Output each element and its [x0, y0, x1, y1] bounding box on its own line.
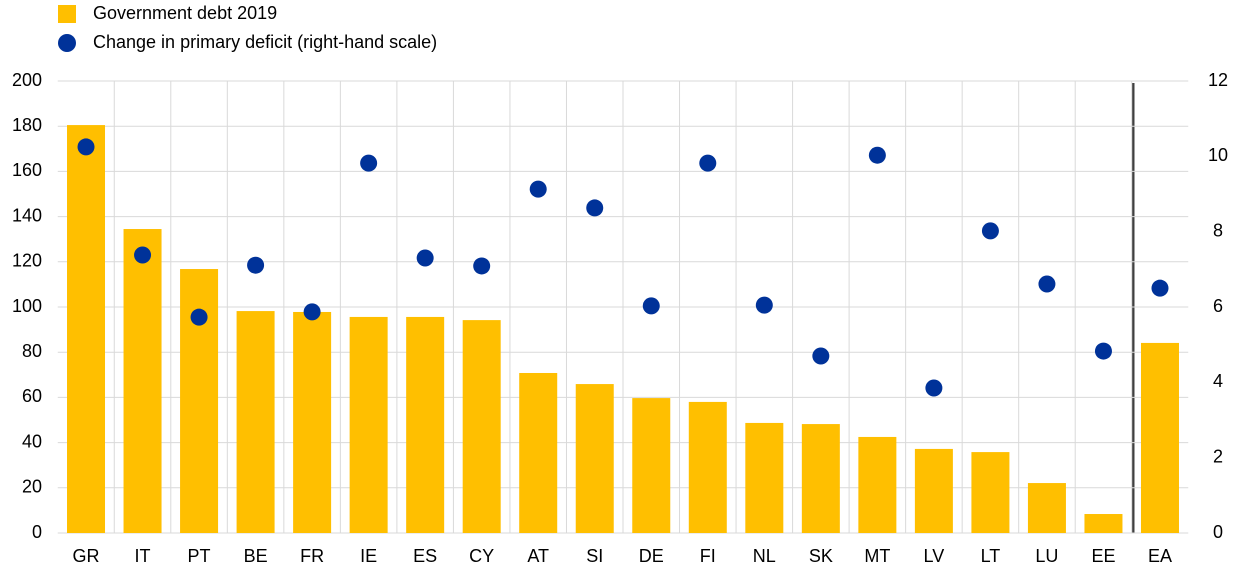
dot: [981, 222, 999, 240]
legend-label: Government debt 2019: [93, 3, 277, 23]
dot: [812, 347, 830, 365]
bar: [971, 452, 1010, 533]
bar: [1140, 342, 1179, 533]
dot: [1151, 279, 1169, 297]
x-tick-label: LV: [924, 546, 945, 566]
dot: [586, 199, 604, 217]
x-tick-label: IT: [135, 546, 151, 566]
x-tick-label: LU: [1035, 546, 1058, 566]
legend-swatch: [58, 5, 76, 23]
bar: [914, 448, 953, 533]
dot: [642, 297, 660, 315]
y-tick-label: 160: [12, 160, 42, 180]
bar: [688, 401, 727, 533]
dot: [529, 180, 547, 198]
x-tick-label: FI: [700, 546, 716, 566]
dot: [134, 246, 152, 264]
dot: [699, 154, 717, 172]
dot: [416, 249, 434, 267]
x-tick-label: DE: [639, 546, 664, 566]
bar: [801, 424, 840, 533]
y-tick-label: 0: [32, 522, 42, 542]
bar: [745, 422, 784, 533]
dot: [1038, 275, 1056, 293]
y-tick-label: 200: [12, 70, 42, 90]
bar: [575, 384, 614, 533]
bar: [462, 320, 501, 533]
dot: [303, 303, 321, 321]
y-tick-label: 20: [22, 477, 42, 497]
y-tick-label: 180: [12, 115, 42, 135]
bar: [519, 372, 558, 533]
dot: [755, 296, 773, 314]
y2-tick-label: 8: [1213, 220, 1223, 240]
x-tick-label: IE: [360, 546, 377, 566]
y2-tick-label: 0: [1213, 522, 1223, 542]
x-tick-label: EA: [1148, 546, 1172, 566]
dot: [925, 379, 943, 397]
bar: [1084, 514, 1123, 533]
y-tick-label: 140: [12, 205, 42, 225]
x-tick-label: AT: [527, 546, 549, 566]
legend-label: Change in primary deficit (right-hand sc…: [93, 32, 437, 52]
x-tick-label: FR: [300, 546, 324, 566]
x-tick-label: EE: [1091, 546, 1115, 566]
y-tick-label: 80: [22, 341, 42, 361]
y-tick-label: 120: [12, 251, 42, 271]
dot: [868, 146, 886, 164]
y-tick-label: 60: [22, 386, 42, 406]
x-tick-label: ES: [413, 546, 437, 566]
y2-tick-label: 2: [1213, 446, 1223, 466]
bar: [236, 311, 275, 533]
bar: [180, 269, 219, 533]
y2-tick-label: 12: [1208, 70, 1228, 90]
bar: [67, 125, 106, 533]
x-tick-label: PT: [188, 546, 211, 566]
dot: [190, 308, 208, 326]
bar: [293, 311, 332, 533]
bar: [632, 398, 671, 533]
dot: [77, 138, 95, 156]
y2-tick-label: 10: [1208, 145, 1228, 165]
dot: [360, 154, 378, 172]
y-tick-label: 40: [22, 431, 42, 451]
dot: [1094, 342, 1112, 360]
bar: [349, 316, 388, 533]
x-tick-label: SK: [809, 546, 833, 566]
bar: [1027, 483, 1066, 533]
y-tick-label: 100: [12, 296, 42, 316]
x-tick-label: NL: [753, 546, 776, 566]
y2-tick-label: 4: [1213, 371, 1223, 391]
dot: [247, 256, 265, 274]
legend-swatch: [58, 34, 76, 52]
x-tick-label: LT: [981, 546, 1001, 566]
x-tick-label: GR: [73, 546, 100, 566]
x-tick-label: MT: [864, 546, 890, 566]
bar: [406, 316, 445, 533]
x-tick-label: CY: [469, 546, 494, 566]
y2-tick-label: 6: [1213, 296, 1223, 316]
bar: [123, 229, 162, 533]
x-tick-label: BE: [244, 546, 268, 566]
x-tick-label: SI: [586, 546, 603, 566]
bar: [858, 436, 897, 533]
dot: [473, 257, 491, 275]
